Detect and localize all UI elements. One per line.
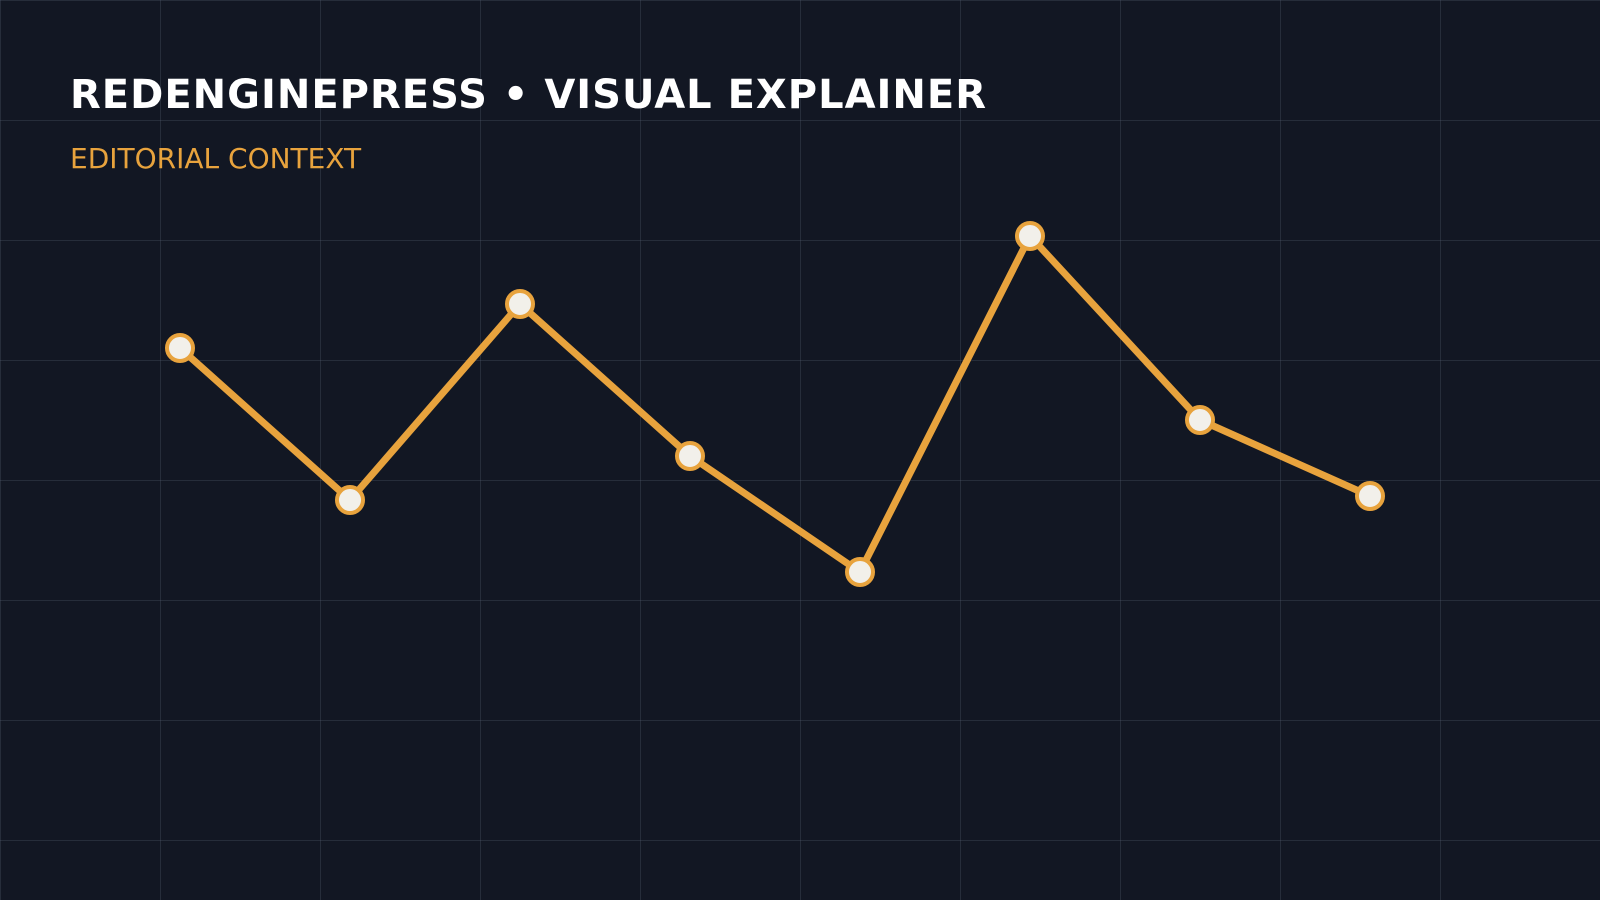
data-point — [845, 557, 875, 587]
data-point — [165, 333, 195, 363]
chart-title: REDENGINEPRESS • VISUAL EXPLAINER — [70, 72, 987, 118]
data-point — [1015, 221, 1045, 251]
data-point — [1185, 405, 1215, 435]
data-point — [335, 485, 365, 515]
data-line — [176, 232, 1374, 576]
data-point — [1355, 481, 1385, 511]
chart-subtitle: EDITORIAL CONTEXT — [70, 142, 362, 175]
data-point — [675, 441, 705, 471]
data-point — [505, 289, 535, 319]
